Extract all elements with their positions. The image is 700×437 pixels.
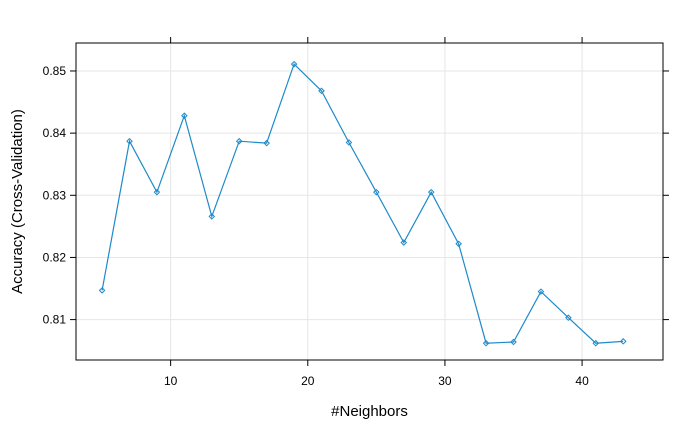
data-point: [153, 188, 161, 196]
x-tick-label: 20: [301, 374, 315, 388]
data-point: [619, 338, 627, 345]
data-point: [427, 188, 435, 196]
data-point: [345, 139, 353, 146]
data-point: [455, 240, 462, 248]
data-point: [181, 112, 188, 120]
data-point: [263, 139, 270, 147]
y-tick-label: 0.81: [43, 313, 67, 327]
data-point: [318, 87, 325, 95]
data-point: [98, 287, 106, 294]
data-point: [510, 338, 517, 346]
x-tick-label: 40: [575, 374, 589, 388]
data-point: [482, 339, 490, 347]
y-tick-label: 0.82: [43, 250, 67, 264]
plot-frame: [75, 42, 664, 361]
grid: [76, 43, 663, 360]
data-point: [208, 213, 216, 220]
data-point: [592, 339, 600, 347]
x-axis-label: #Neighbors: [331, 403, 408, 420]
y-axis-label: Accuracy (Cross-Validation): [9, 109, 26, 294]
y-tick-label: 0.83: [43, 188, 67, 202]
y-tick-label: 0.85: [43, 64, 67, 78]
series-line: [101, 63, 624, 344]
y-tick-label: 0.84: [43, 126, 67, 140]
data-point: [565, 314, 572, 322]
data-point: [235, 137, 243, 145]
data-point: [126, 137, 133, 145]
data-point: [290, 60, 298, 68]
x-tick-label: 10: [164, 374, 178, 388]
data-point: [373, 188, 380, 196]
data-point: [400, 239, 408, 246]
data-point: [537, 288, 545, 295]
axis-ticks: 10 20 30 40 0.81 0.82 0.83 0.84 0.85: [43, 37, 669, 388]
x-tick-label: 30: [438, 374, 452, 388]
series: [98, 60, 627, 347]
